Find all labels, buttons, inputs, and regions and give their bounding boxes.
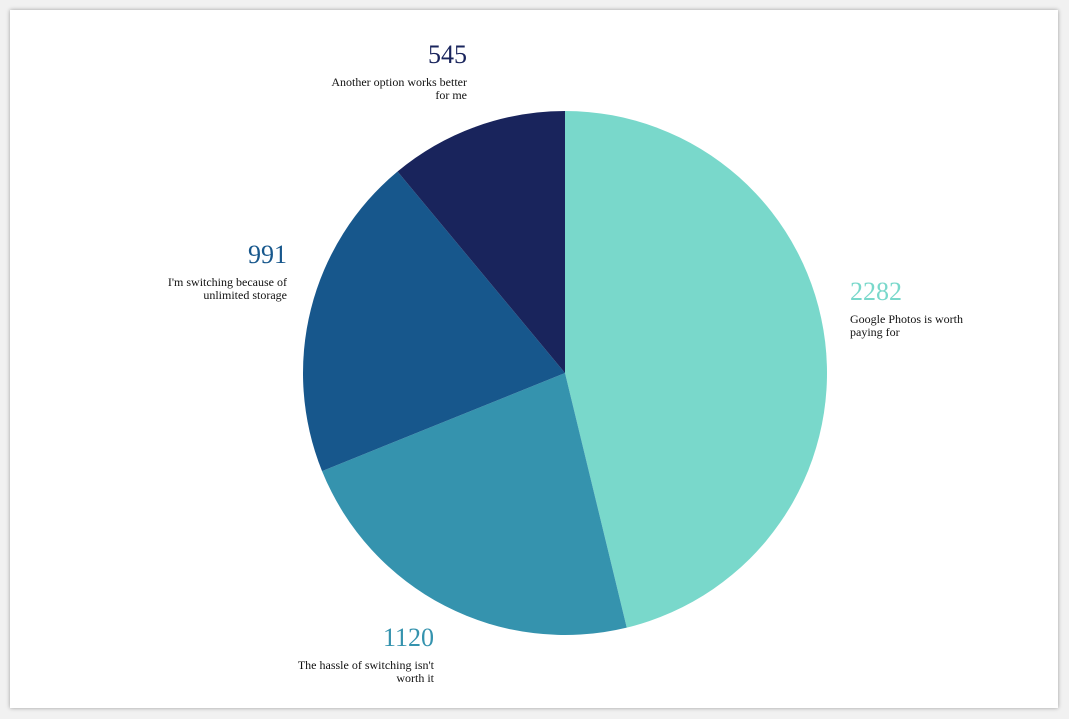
slice-category-label: worth it <box>396 671 434 685</box>
slice-value-label: 545 <box>428 40 467 69</box>
pie-slice-google-photos-is-worth-paying-for <box>565 111 828 628</box>
slice-category-label: unlimited storage <box>203 288 287 302</box>
slice-category-label: paying for <box>850 325 900 339</box>
slice-value-label: 991 <box>248 240 287 269</box>
slice-category-label: Google Photos is worth <box>850 312 963 326</box>
pie-slice-another-option-works-better-for-me <box>397 111 565 373</box>
slice-category-label: The hassle of switching isn't <box>298 658 435 672</box>
slice-category-label: I'm switching because of <box>168 275 287 289</box>
pie-slice-i-m-switching-because-of-unlimited-storage <box>302 171 565 472</box>
pie-slice-the-hassle-of-switching-isn-t-worth-it <box>322 373 627 635</box>
slice-value-label: 2282 <box>850 277 902 306</box>
slice-category-label: Another option works better <box>331 75 467 89</box>
slice-value-label: 1120 <box>383 623 434 652</box>
slice-category-label: for me <box>435 88 467 102</box>
pie-slices <box>302 111 828 635</box>
